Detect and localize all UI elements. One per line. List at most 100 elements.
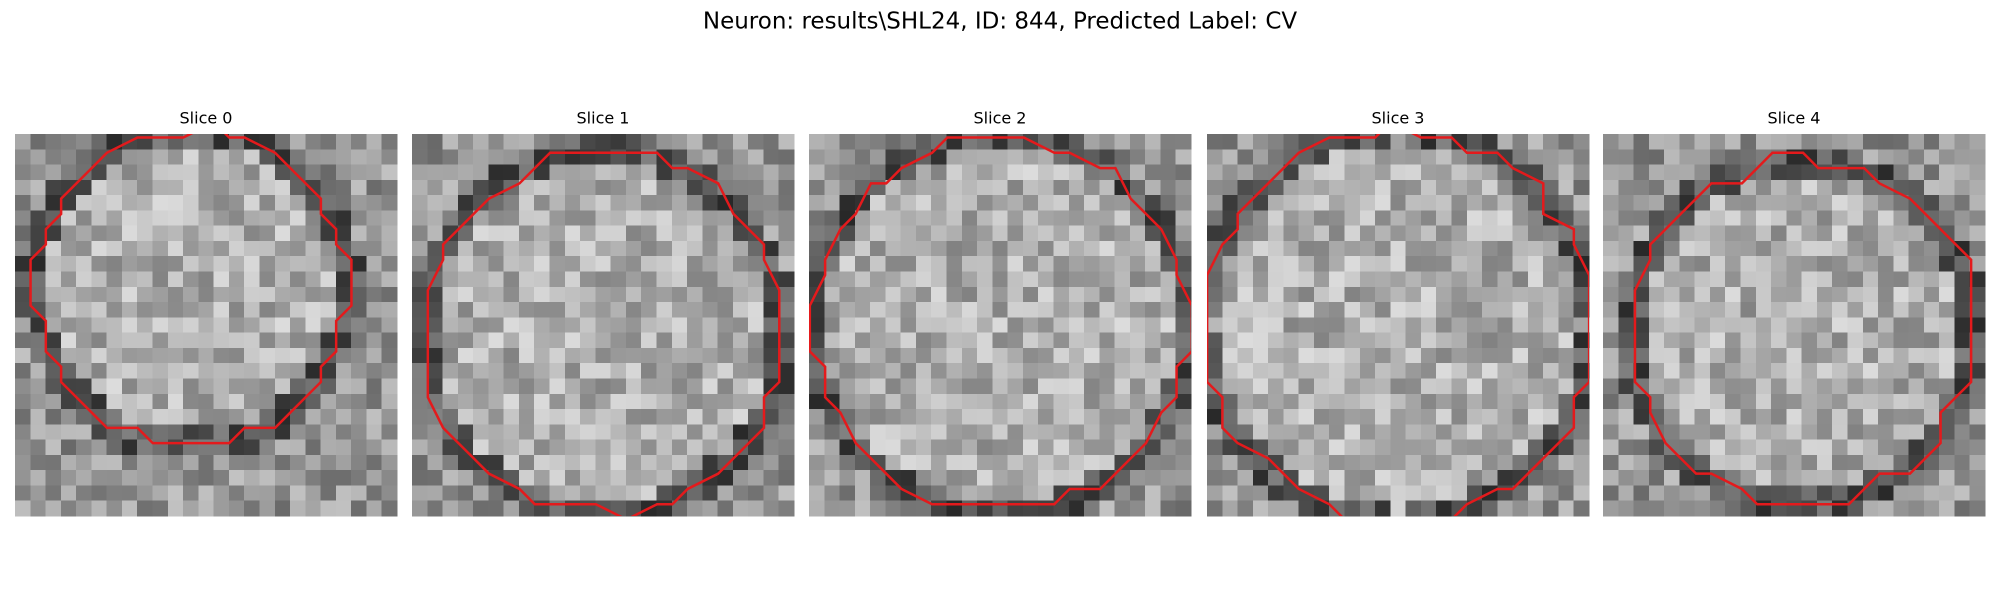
pixel — [702, 286, 719, 303]
pixel — [137, 286, 154, 303]
pixel — [259, 256, 276, 273]
pixel — [1923, 210, 1940, 227]
pixel — [549, 332, 566, 349]
pixel — [366, 424, 383, 441]
pixel — [702, 454, 719, 471]
pixel — [167, 302, 184, 318]
pixel — [839, 286, 856, 303]
pixel — [992, 393, 1009, 410]
pixel — [1313, 240, 1330, 257]
pixel — [1007, 240, 1024, 257]
pixel — [1801, 424, 1818, 441]
pixel — [1497, 347, 1514, 364]
pixel — [457, 195, 474, 211]
pixel — [412, 393, 428, 410]
pixel — [1633, 240, 1650, 257]
pixel — [564, 470, 581, 486]
pixel — [152, 286, 169, 303]
pixel — [1573, 286, 1590, 303]
pixel — [946, 149, 963, 166]
pixel — [870, 149, 886, 166]
pixel — [1648, 225, 1665, 242]
pixel — [1482, 179, 1498, 196]
pixel — [1679, 317, 1696, 334]
pixel — [1755, 164, 1772, 181]
pixel — [656, 225, 673, 242]
pixel — [1878, 485, 1894, 502]
pixel — [641, 454, 657, 471]
pixel — [977, 149, 993, 166]
pixel — [15, 271, 31, 288]
pixel — [900, 332, 917, 349]
pixel — [45, 256, 62, 273]
pixel — [518, 347, 535, 364]
pixel — [854, 332, 871, 349]
pixel — [1084, 195, 1100, 211]
pixel — [121, 485, 138, 502]
pixel — [1558, 134, 1575, 150]
pixel — [1068, 332, 1085, 349]
pixel — [91, 378, 108, 395]
pixel — [15, 424, 31, 441]
pixel — [1007, 164, 1024, 181]
pixel — [732, 378, 749, 395]
pixel — [274, 286, 291, 303]
pixel — [1114, 409, 1131, 425]
pixel — [900, 454, 917, 471]
pixel — [1709, 317, 1726, 334]
pixel — [1969, 149, 1986, 166]
pixel — [503, 240, 520, 257]
pixel — [228, 363, 245, 379]
pixel — [1160, 393, 1177, 410]
pixel — [610, 347, 627, 364]
pixel — [1618, 500, 1635, 517]
slice-image — [15, 134, 398, 517]
pixel — [1862, 500, 1879, 517]
pixel — [274, 195, 291, 211]
pixel — [1512, 179, 1529, 196]
pixel — [1603, 332, 1619, 349]
pixel — [1283, 347, 1300, 364]
pixel — [1939, 363, 1955, 379]
pixel — [1222, 179, 1239, 196]
pixel — [610, 271, 627, 288]
pixel — [1725, 378, 1742, 395]
pixel — [1633, 424, 1650, 441]
pixel — [1237, 256, 1254, 273]
pixel — [1771, 179, 1787, 196]
pixel — [1862, 317, 1879, 334]
pixel — [1145, 317, 1161, 334]
pixel — [977, 256, 993, 273]
pixel — [1755, 378, 1772, 395]
pixel — [1298, 409, 1315, 425]
pixel — [1175, 439, 1192, 456]
pixel — [1268, 256, 1284, 273]
pixel — [1436, 286, 1452, 303]
pixel — [457, 271, 474, 288]
pixel — [931, 240, 948, 257]
pixel — [656, 485, 673, 502]
pixel — [1237, 363, 1254, 379]
pixel — [732, 195, 749, 211]
pixel — [427, 240, 444, 257]
pixel — [534, 454, 551, 471]
pixel — [915, 470, 932, 486]
pixel — [717, 210, 734, 227]
pixel — [305, 256, 322, 273]
pixel — [702, 363, 719, 379]
pixel — [671, 240, 688, 257]
pixel — [549, 347, 566, 364]
pixel — [1755, 225, 1772, 242]
pixel — [335, 347, 352, 364]
pixel — [1527, 271, 1544, 288]
pixel — [915, 210, 932, 227]
pixel — [610, 286, 627, 303]
pixel — [1497, 439, 1514, 456]
pixel — [1664, 317, 1680, 334]
pixel — [732, 256, 749, 273]
pixel — [1709, 302, 1726, 318]
pixel — [45, 179, 62, 196]
pixel — [91, 210, 108, 227]
pixel — [1512, 485, 1529, 502]
pixel — [1618, 470, 1635, 486]
